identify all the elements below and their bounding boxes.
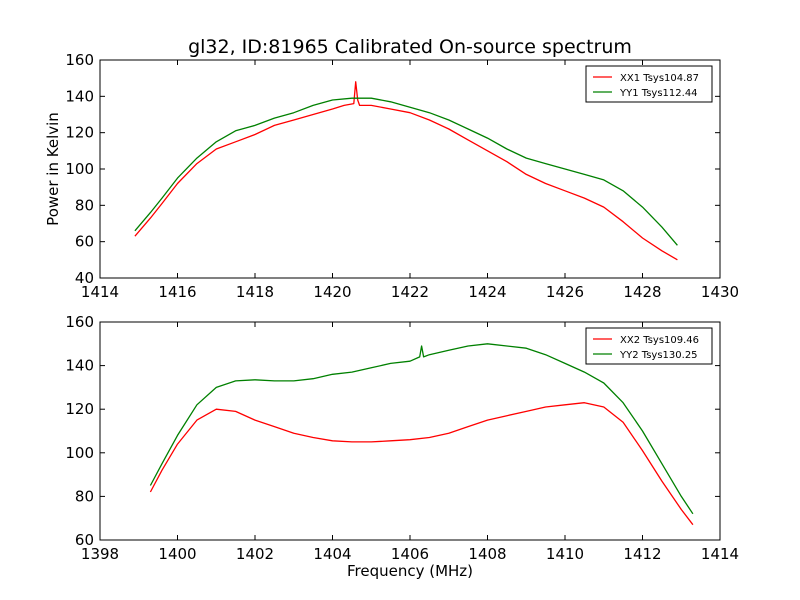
bottom-x-tick-label: 1400	[158, 545, 196, 563]
top-series-line-1	[134, 81, 678, 261]
top-legend: XX1 Tsys104.87 YY1 Tsys112.44	[585, 65, 713, 103]
top-plot-panel: 1414 1416 1418 1420 1422 1424 1426 1428 1430 40 60…	[65, 51, 739, 301]
bottom-x-tick-label: 1408	[468, 545, 506, 563]
bottom-y-tick-label: 80	[75, 487, 94, 505]
bottom-series-line-1	[149, 402, 694, 526]
bottom-legend: XX2 Tsys109.46 YY2 Tsys130.25	[585, 327, 713, 365]
top-x-tick-label: 1424	[468, 283, 506, 301]
bottom-x-tick-label: 1404	[313, 545, 351, 563]
top-x-tick-label: 1428	[623, 283, 661, 301]
top-y-tick-label: 80	[75, 196, 94, 214]
top-x-tick-label: 1426	[546, 283, 584, 301]
top-x-tick-label: 1422	[391, 283, 429, 301]
top-legend-label-2: YY1 Tsys112.44	[619, 88, 698, 99]
bottom-x-tick-label: 1410	[546, 545, 584, 563]
top-y-tick-label: 40	[75, 269, 94, 287]
bottom-x-tick-label: 1412	[623, 545, 661, 563]
bottom-y-tick-label: 160	[65, 313, 94, 331]
chart-title: gl32, ID:81965 Calibrated On-source spec…	[188, 36, 632, 58]
bottom-x-tick-label: 1398	[81, 545, 119, 563]
top-x-tick-label: 1418	[236, 283, 274, 301]
bottom-y-tick-label: 140	[65, 357, 94, 375]
bottom-x-axis-label: Frequency (MHz)	[347, 562, 473, 580]
bottom-y-tick-label: 120	[65, 400, 94, 418]
bottom-legend-box	[585, 327, 713, 365]
bottom-x-tick-label: 1402	[236, 545, 274, 563]
top-legend-label-1: XX1 Tsys104.87	[620, 73, 699, 84]
top-x-tick-label: 1414	[81, 283, 119, 301]
top-y-tick-label: 100	[65, 160, 94, 178]
top-legend-box	[585, 65, 713, 103]
top-x-tick-label: 1430	[701, 283, 739, 301]
top-y-tick-label: 140	[65, 87, 94, 105]
bottom-legend-label-2: YY2 Tsys130.25	[619, 350, 698, 361]
bottom-x-tick-label: 1406	[391, 545, 429, 563]
bottom-x-tick-label: 1414	[701, 545, 739, 563]
bottom-plot-panel: 1398 1400 1402 1404 1406 1408 1410 1412 1414 60 80…	[65, 313, 739, 563]
top-y-tick-label: 160	[65, 51, 94, 69]
top-y-tick-label: 120	[65, 124, 94, 142]
bottom-y-tick-label: 100	[65, 444, 94, 462]
top-series-line-2	[134, 97, 678, 246]
bottom-series-line-2	[149, 343, 694, 515]
bottom-legend-label-1: XX2 Tsys109.46	[620, 335, 699, 346]
bottom-y-tick-label: 60	[75, 531, 94, 549]
top-y-tick-label: 60	[75, 233, 94, 251]
top-x-tick-label: 1420	[313, 283, 351, 301]
top-y-axis-label: Power in Kelvin	[44, 112, 62, 226]
top-x-tick-label: 1416	[158, 283, 196, 301]
